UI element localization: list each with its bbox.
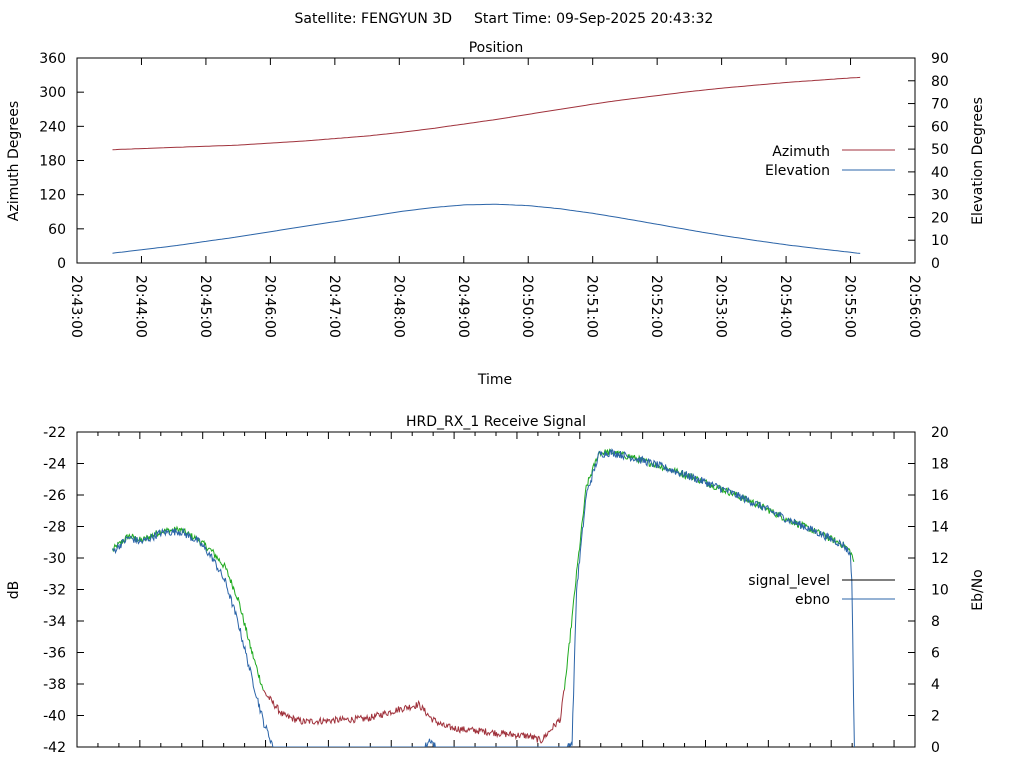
- legend-label-signal-level: signal_level: [748, 573, 830, 589]
- signal-y2-tick-label: 2: [931, 709, 940, 725]
- position-x-tick-label: 20:54:00: [777, 275, 793, 338]
- signal-y2-tick-label: 4: [931, 677, 940, 693]
- position-y-tick-label: 300: [39, 85, 66, 101]
- position-elevation-tick-labels: 0 10 20 30 40 50 60 70 80 90: [931, 51, 949, 272]
- signal-y-tick-label: -28: [43, 520, 66, 536]
- position-y2-tick-label: 50: [931, 142, 949, 158]
- signal-y2-tick-label: 10: [931, 583, 949, 599]
- position-x-tick-label: 20:50:00: [519, 275, 535, 338]
- position-y-tick-label: 120: [39, 188, 66, 204]
- legend-label-ebno: ebno: [795, 592, 830, 608]
- signal-y2-tick-label: 6: [931, 646, 940, 662]
- position-x-tick-label: 20:48:00: [390, 275, 406, 338]
- position-y2-tick-label: 20: [931, 210, 949, 226]
- position-azimuth-tick-labels: 0 60 120 180 240 300 360: [39, 51, 66, 272]
- signal-plot-frame: [76, 431, 916, 748]
- signal-level-trace: [112, 448, 855, 691]
- signal-y-tick-label: -30: [43, 551, 66, 567]
- position-y-tick-label: 360: [39, 51, 66, 67]
- position-chart: Position 0 60 120 180 240 300 360 0 10 20 30 40 50 6…: [6, 40, 986, 388]
- position-x-tick-label: 20:53:00: [713, 275, 729, 338]
- position-y2-axis-label: Elevation Degrees: [970, 97, 986, 225]
- ebno-series-line: [112, 448, 855, 747]
- position-y2-tick-label: 10: [931, 233, 949, 249]
- position-y2-tick-label: 60: [931, 119, 949, 135]
- azimuth-series-line: [112, 76, 861, 151]
- position-y2-tick-label: 90: [931, 51, 949, 67]
- position-plot-frame: [76, 57, 916, 264]
- signal-y2-tick-label: 16: [931, 488, 949, 504]
- position-y2-tick-label: 70: [931, 97, 949, 113]
- signal-y-tick-label: -26: [43, 488, 66, 504]
- position-x-tick-label: 20:51:00: [584, 275, 600, 338]
- position-legend: Azimuth Elevation: [765, 144, 895, 179]
- signal-legend: signal_level ebno: [748, 573, 895, 608]
- signal-y2-axis-label: Eb/No: [970, 569, 986, 611]
- position-chart-title: Position: [469, 40, 524, 56]
- position-y-tick-label: 0: [57, 256, 66, 272]
- signal-y2-tick-label: 12: [931, 551, 949, 567]
- signal-y-tick-label: -36: [43, 646, 66, 662]
- signal-y-tick-label: -34: [43, 614, 66, 630]
- signal-y-tick-label: -32: [43, 583, 66, 599]
- position-y-axis-label: Azimuth Degrees: [6, 101, 22, 221]
- position-x-tick-label: 20:45:00: [197, 275, 213, 338]
- signal-y2-tick-label: 18: [931, 457, 949, 473]
- position-x-tick-label: 20:44:00: [132, 275, 148, 338]
- position-x-tick-label: 20:47:00: [326, 275, 342, 338]
- position-y-tick-label: 180: [39, 154, 66, 170]
- legend-label-elevation: Elevation: [765, 163, 830, 179]
- signal-level-low-trace: [263, 689, 565, 744]
- pass-start-time: Start Time: 09-Sep-2025 20:43:32: [474, 11, 713, 27]
- signal-y2-tick-label: 0: [931, 740, 940, 756]
- signal-db-tick-labels: -22 -24 -26 -28 -30 -32 -34 -36 -38 -40 -42: [43, 425, 66, 756]
- signal-y-tick-label: -38: [43, 677, 66, 693]
- position-y2-tick-label: 40: [931, 165, 949, 181]
- signal-y-tick-label: -40: [43, 709, 66, 725]
- signal-chart-title: HRD_RX_1 Receive Signal: [406, 414, 586, 430]
- elevation-series-line: [112, 203, 861, 254]
- position-axes-ticks: [76, 57, 916, 264]
- position-x-tick-label: 20:52:00: [648, 275, 664, 338]
- position-y-tick-label: 240: [39, 119, 66, 135]
- position-x-tick-label: 20:56:00: [906, 275, 922, 338]
- position-y2-tick-label: 0: [931, 256, 940, 272]
- position-y2-tick-label: 30: [931, 188, 949, 204]
- position-y2-tick-label: 80: [931, 74, 949, 90]
- signal-y-tick-label: -22: [43, 425, 66, 441]
- position-x-tick-label: 20:43:00: [68, 275, 84, 338]
- signal-y2-tick-label: 20: [931, 425, 949, 441]
- position-x-axis-label: Time: [477, 372, 512, 388]
- satellite-name: Satellite: FENGYUN 3D: [295, 11, 452, 27]
- receive-signal-chart: HRD_RX_1 Receive Signal -22-24-26-28-30-…: [6, 414, 986, 756]
- signal-y2-tick-label: 8: [931, 614, 940, 630]
- signal-ebno-tick-labels: 0 2 4 6 8 10 12 14 16 18 20: [931, 425, 949, 756]
- signal-y-tick-label: -42: [43, 740, 66, 756]
- signal-y-axis-label: dB: [6, 581, 22, 600]
- position-y-tick-label: 60: [48, 222, 66, 238]
- signal-y-tick-label: -24: [43, 457, 66, 473]
- position-time-tick-labels: 20:43:00 20:44:00 20:45:00 20:46:00 20:47:00…: [68, 275, 922, 338]
- position-x-tick-label: 20:55:00: [842, 275, 858, 338]
- position-x-tick-label: 20:49:00: [455, 275, 471, 338]
- signal-y2-tick-label: 14: [931, 520, 949, 536]
- legend-label-azimuth: Azimuth: [772, 144, 830, 160]
- signal-axes-ticks: [77, 431, 915, 748]
- position-x-tick-label: 20:46:00: [261, 275, 277, 338]
